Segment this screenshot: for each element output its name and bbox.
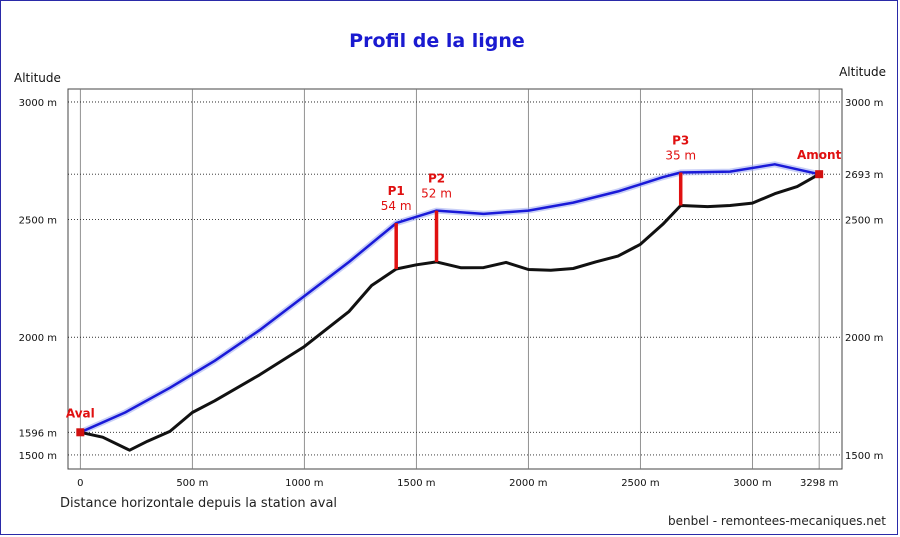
y-tick-label-right-3: 2693 m	[845, 170, 883, 181]
y-tick-label-right-4: 3000 m	[845, 98, 883, 109]
station-marker-amont	[815, 170, 824, 179]
x-tick-label-1: 500 m	[176, 478, 208, 489]
x-tick-label-7: 3298 m	[800, 478, 838, 489]
y-tick-label-left-1: 1596 m	[19, 428, 57, 439]
y-axis-title-left: Altitude	[14, 71, 61, 85]
x-axis-title: Distance horizontale depuis la station a…	[60, 496, 337, 511]
station-label-p3: P3	[672, 134, 689, 148]
pylon-height-p1: 54 m	[381, 199, 412, 213]
y-tick-label-left-2: 2000 m	[19, 333, 57, 344]
y-axis-title-right: Altitude	[839, 65, 886, 79]
x-tick-label-2: 1000 m	[285, 478, 323, 489]
plot-background	[67, 88, 843, 470]
cable-line	[79, 163, 820, 434]
x-tick-labels: 0 500 m 1000 m 1500 m 2000 m 2500 m 3000 m 3298…	[77, 478, 838, 489]
x-tick-label-4: 2000 m	[509, 478, 547, 489]
x-tick-label-3: 1500 m	[397, 478, 435, 489]
x-tick-label-6: 3000 m	[733, 478, 771, 489]
y-tick-label-right-1: 2000 m	[845, 333, 883, 344]
x-tick-label-5: 2500 m	[621, 478, 659, 489]
station-label-p1: P1	[388, 184, 405, 198]
pylon-height-p2: 52 m	[421, 187, 452, 201]
x-tick-label-0: 0	[77, 478, 83, 489]
series-layer	[79, 161, 820, 452]
y-tick-labels-right: 1500 m 2000 m 2500 m 2693 m 3000 m	[845, 98, 883, 462]
station-label-aval: Aval	[66, 406, 95, 420]
y-tick-labels-left: 1500 m 1596 m 2000 m 2500 m 3000 m	[19, 98, 57, 462]
station-label-p2: P2	[428, 172, 445, 186]
y-tick-label-right-0: 1500 m	[845, 451, 883, 462]
pylon-height-p3: 35 m	[665, 149, 696, 163]
y-tick-label-left-0: 1500 m	[19, 451, 57, 462]
y-tick-label-left-4: 3000 m	[19, 98, 57, 109]
grid-layer	[68, 89, 842, 469]
y-tick-label-left-3: 2500 m	[19, 216, 57, 227]
terrain-line	[79, 172, 820, 452]
cable-line-glow	[79, 161, 820, 436]
y-tick-label-right-2: 2500 m	[845, 216, 883, 227]
credit-text: benbel - remontees-mecaniques.net	[668, 514, 886, 528]
station-marker-aval	[76, 428, 85, 437]
chart-title: Profil de la ligne	[349, 30, 525, 52]
station-label-amont: Amont	[797, 148, 842, 162]
